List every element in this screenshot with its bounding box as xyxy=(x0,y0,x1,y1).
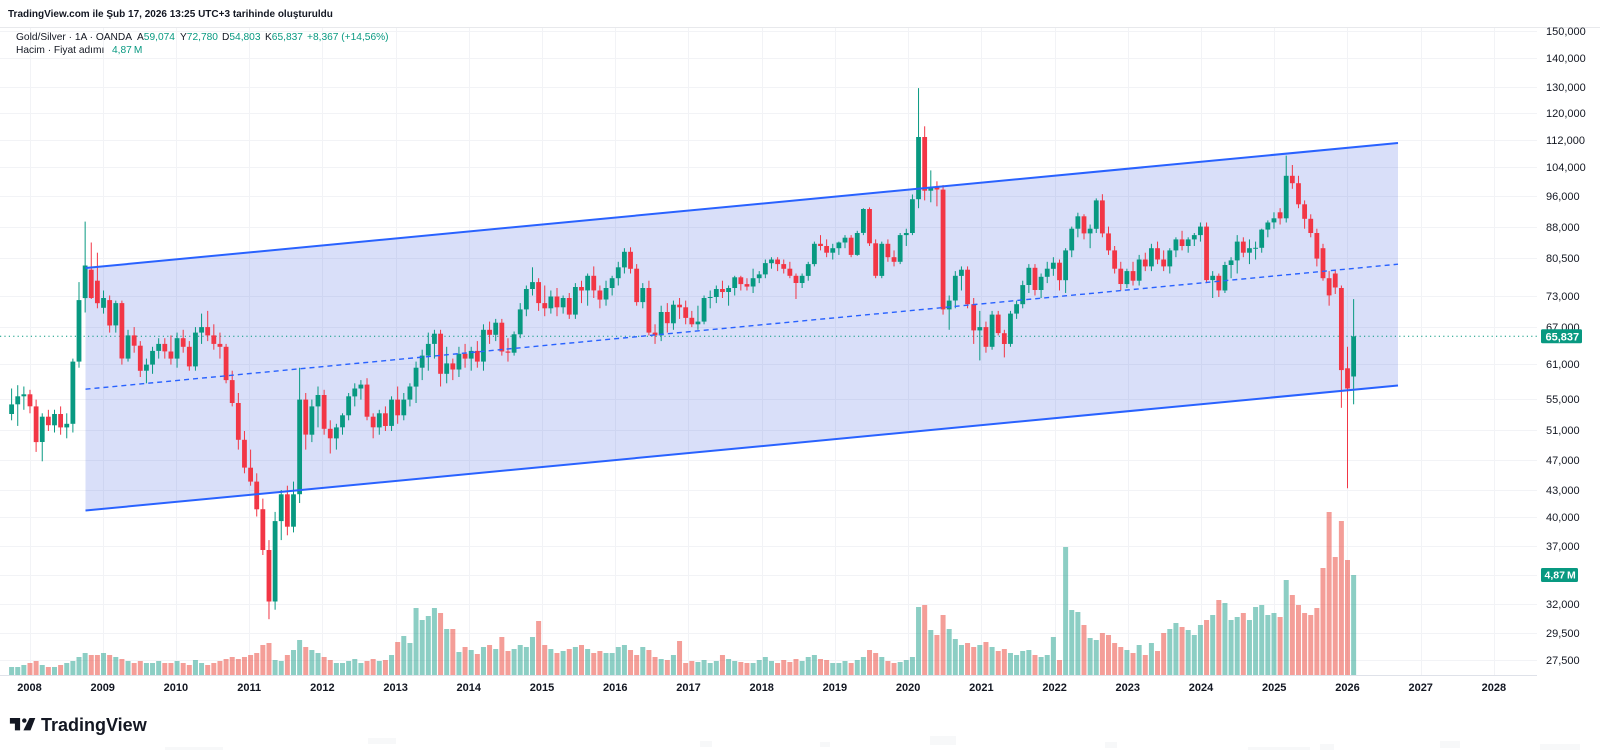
svg-text:2025: 2025 xyxy=(1262,682,1286,694)
svg-text:A59,074: A59,074 xyxy=(137,32,175,43)
svg-text:43,000: 43,000 xyxy=(1546,485,1580,497)
svg-text:2018: 2018 xyxy=(749,682,773,694)
svg-text:80,500: 80,500 xyxy=(1546,253,1580,265)
svg-text:2022: 2022 xyxy=(1042,682,1066,694)
svg-text:2017: 2017 xyxy=(676,682,700,694)
svg-text:2027: 2027 xyxy=(1408,682,1432,694)
svg-text:2014: 2014 xyxy=(457,682,482,694)
svg-text:2009: 2009 xyxy=(90,682,114,694)
svg-text:Gold/Silver · 1A · OANDA: Gold/Silver · 1A · OANDA xyxy=(16,32,132,43)
svg-text:37,000: 37,000 xyxy=(1546,541,1580,553)
svg-text:4,87 M: 4,87 M xyxy=(1545,570,1577,582)
svg-text:27,500: 27,500 xyxy=(1546,655,1580,667)
svg-text:47,000: 47,000 xyxy=(1546,455,1580,467)
svg-text:104,000: 104,000 xyxy=(1546,162,1586,174)
svg-text:2011: 2011 xyxy=(237,682,261,694)
svg-text:4,87 M: 4,87 M xyxy=(112,45,142,56)
svg-text:2021: 2021 xyxy=(969,682,993,694)
svg-text:61,000: 61,000 xyxy=(1546,359,1580,371)
svg-text:96,000: 96,000 xyxy=(1546,191,1580,203)
svg-text:2010: 2010 xyxy=(164,682,188,694)
svg-text:40,000: 40,000 xyxy=(1546,512,1580,524)
svg-text:2024: 2024 xyxy=(1189,682,1214,694)
svg-text:Y72,780: Y72,780 xyxy=(180,32,218,43)
svg-text:29,500: 29,500 xyxy=(1546,628,1580,640)
svg-text:2026: 2026 xyxy=(1335,682,1359,694)
svg-text:TradingView.com ile Şub 17, 20: TradingView.com ile Şub 17, 2026 13:25 U… xyxy=(8,9,333,20)
svg-text:D54,803: D54,803 xyxy=(222,32,261,43)
svg-text:2020: 2020 xyxy=(896,682,920,694)
svg-text:73,000: 73,000 xyxy=(1546,291,1580,303)
svg-text:55,000: 55,000 xyxy=(1546,394,1580,406)
svg-text:65,837: 65,837 xyxy=(1546,331,1580,343)
svg-text:2019: 2019 xyxy=(823,682,847,694)
svg-text:120,000: 120,000 xyxy=(1546,108,1586,120)
svg-text:51,000: 51,000 xyxy=(1546,425,1580,437)
svg-text:112,000: 112,000 xyxy=(1546,135,1585,147)
svg-text:TradingView: TradingView xyxy=(41,715,148,735)
svg-text:2013: 2013 xyxy=(383,682,407,694)
svg-text:+8,367 (+14,56%): +8,367 (+14,56%) xyxy=(307,32,389,43)
svg-text:2016: 2016 xyxy=(603,682,627,694)
svg-text:32,000: 32,000 xyxy=(1546,599,1580,611)
svg-text:130,000: 130,000 xyxy=(1546,82,1586,94)
svg-text:2008: 2008 xyxy=(17,682,41,694)
svg-text:2028: 2028 xyxy=(1482,682,1506,694)
svg-text:150,000: 150,000 xyxy=(1546,26,1586,38)
svg-text:K65,837: K65,837 xyxy=(265,32,303,43)
svg-text:88,000: 88,000 xyxy=(1546,222,1580,234)
svg-text:2023: 2023 xyxy=(1116,682,1140,694)
svg-text:Hacim · Fiyat adımı: Hacim · Fiyat adımı xyxy=(16,45,104,56)
svg-text:2015: 2015 xyxy=(530,682,554,694)
svg-text:140,000: 140,000 xyxy=(1546,53,1586,65)
svg-text:2012: 2012 xyxy=(310,682,334,694)
